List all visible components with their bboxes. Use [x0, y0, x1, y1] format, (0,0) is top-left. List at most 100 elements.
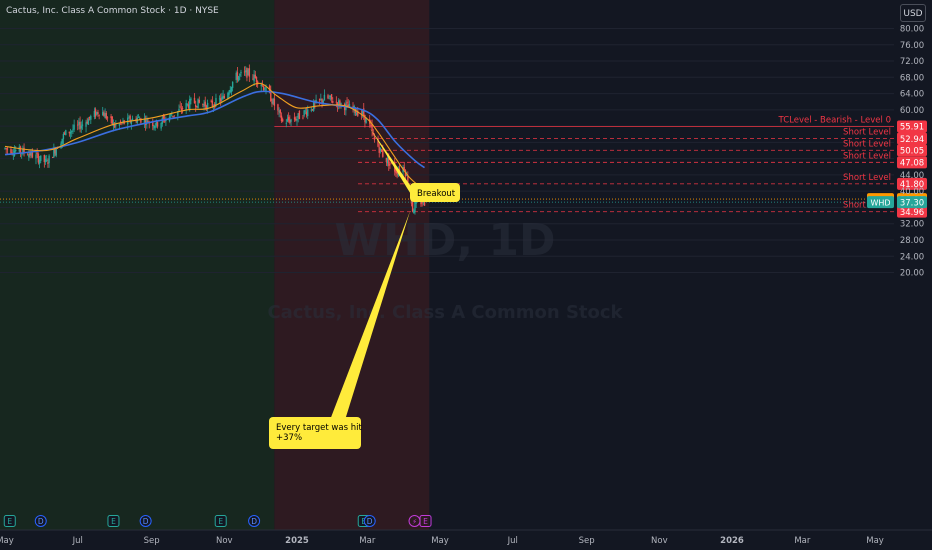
earnings-icon — [3, 515, 16, 527]
candle-body — [271, 101, 273, 104]
candle-body — [295, 118, 297, 121]
candle-body — [18, 146, 21, 152]
level-text: Short Level — [843, 128, 891, 138]
candle-body — [320, 98, 322, 100]
candle-body — [218, 98, 221, 100]
candle-body — [28, 153, 30, 158]
candle-body — [131, 118, 134, 120]
candle-body — [72, 129, 74, 131]
candle-body — [173, 115, 175, 117]
event-markers[interactable]: EDEDEDED⚡E — [3, 515, 432, 527]
candle-body — [389, 163, 391, 165]
candle-body — [204, 101, 206, 107]
candle-body — [48, 155, 50, 164]
candle-body — [230, 87, 233, 92]
candle-body — [239, 74, 241, 76]
watermark-name: Cactus, Inc. Class A Common Stock — [267, 302, 623, 323]
candle-body — [373, 136, 376, 140]
candle-body — [240, 71, 242, 74]
time-tick: Nov — [651, 536, 668, 546]
price-tick: 80.00 — [900, 25, 924, 35]
candle-body — [340, 103, 342, 105]
price-tick: 72.00 — [900, 57, 924, 67]
candle-body — [235, 72, 237, 81]
candle-body — [122, 120, 124, 122]
candle-body — [348, 104, 351, 108]
time-tick: Sep — [579, 536, 595, 546]
chart-title: Cactus, Inc. Class A Common Stock · 1D ·… — [6, 6, 219, 16]
candle-body — [111, 116, 113, 125]
candle-body — [254, 74, 256, 79]
candle-body — [80, 125, 82, 129]
candle-body — [194, 104, 197, 107]
candle-body — [253, 74, 255, 82]
candle-body — [63, 132, 66, 134]
candle-body — [330, 94, 333, 100]
price-tick: 60.00 — [900, 106, 924, 116]
candle-body — [403, 167, 405, 171]
candle-body — [128, 117, 130, 119]
candle-body — [69, 131, 72, 134]
candle-body — [86, 121, 88, 124]
candle-body — [186, 103, 189, 105]
candle-body — [202, 103, 204, 105]
candle-body — [206, 102, 209, 110]
time-tick: May — [431, 536, 449, 546]
candle-body — [396, 172, 398, 174]
candle-body — [227, 93, 229, 99]
last-price-badge-label: 37.30 — [900, 198, 924, 208]
candle-body — [347, 104, 349, 108]
candle-body — [93, 110, 96, 117]
candle-body — [22, 148, 24, 155]
candle-body — [307, 109, 309, 117]
time-tick: Jul — [507, 536, 518, 546]
moving-average-fast — [4, 82, 425, 191]
annotations[interactable]: Breakout Every target was hit+37% — [269, 127, 460, 449]
candle-body — [29, 151, 31, 156]
candle-body — [37, 154, 40, 163]
candle-body — [196, 106, 198, 108]
event-label: D — [251, 517, 257, 526]
candle-body — [71, 130, 73, 132]
callout-text: Every target was hit — [276, 423, 362, 433]
candle-body — [237, 76, 240, 81]
candle-body — [304, 110, 307, 112]
candle-body — [310, 109, 313, 111]
candle-body — [78, 121, 80, 125]
candle-body — [370, 124, 372, 127]
candle-body — [272, 98, 274, 104]
candle-body — [221, 96, 223, 100]
event-label: D — [143, 517, 149, 526]
candle-body — [339, 100, 341, 107]
candle-body — [178, 108, 180, 112]
candle-body — [215, 98, 217, 106]
candle-body — [395, 170, 397, 174]
candle-body — [23, 147, 25, 153]
candle-body — [220, 98, 222, 102]
level-badge — [897, 144, 927, 157]
candle-body — [198, 99, 200, 103]
last-price-badge — [897, 196, 927, 209]
price-tick: 20.00 — [900, 269, 924, 279]
price-axis[interactable]: 55.9152.9450.0547.0841.8034.96Pre38.06WH… — [867, 25, 927, 279]
candle-body — [35, 154, 37, 159]
candle-body — [203, 103, 205, 107]
candle-body — [185, 103, 187, 111]
currency-button[interactable]: USD — [900, 4, 926, 22]
candle-body — [5, 148, 7, 150]
candle-body — [137, 116, 140, 118]
candle-body — [311, 109, 314, 110]
candle-body — [77, 124, 79, 126]
price-tick: 24.00 — [900, 252, 924, 262]
candle-body — [36, 152, 38, 155]
candle-body — [303, 110, 305, 116]
last-price-tag-label: WHD — [870, 198, 890, 207]
event-label: D — [38, 517, 44, 526]
candle-body — [380, 149, 383, 152]
level-badge — [897, 205, 927, 218]
time-axis[interactable]: May Jul Sep Nov 2025 Mar May Jul Sep Nov 2026 Mar Ma… — [0, 529, 932, 546]
candle-body — [162, 115, 165, 119]
candle-body — [413, 210, 415, 214]
callout-pointer — [369, 127, 422, 202]
